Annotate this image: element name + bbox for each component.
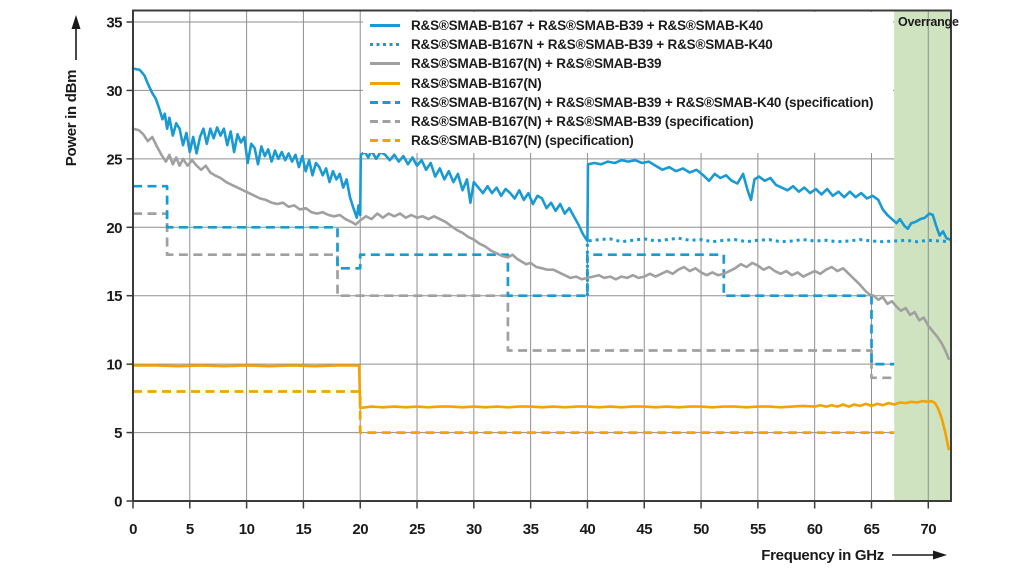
x-tick-label: 70 (920, 521, 936, 538)
x-tick-label: 25 (409, 521, 425, 538)
series-line-0 (131, 67, 952, 243)
series-line-5 (133, 212, 895, 380)
x-tick-label: 5 (186, 521, 194, 538)
legend-item: R&S®SMAB-B167(N) + R&S®SMAB-B39 + R&S®SM… (369, 93, 893, 112)
x-tick-label: 35 (523, 521, 539, 538)
series-line-4 (133, 184, 895, 366)
y-tick-label: 0 (114, 494, 122, 511)
y-tick-label: 35 (106, 15, 122, 32)
overrange-rect (894, 11, 950, 501)
legend-item-label: R&S®SMAB-B167N + R&S®SMAB-B39 + R&S®SMAB… (411, 37, 773, 53)
legend-line-sample-dotted (370, 43, 400, 47)
legend-item: R&S®SMAB-B167 + R&S®SMAB-B39 + R&S®SMAB-… (369, 16, 893, 35)
y-axis-title-label: Power in dBm (63, 70, 80, 166)
y-tick-label: 5 (114, 425, 122, 442)
right-arrow-icon (892, 550, 947, 560)
legend-line-sample-dashed (370, 100, 400, 104)
y-tick-label: 15 (106, 288, 122, 305)
x-tick-label: 20 (352, 521, 368, 538)
series-line-6 (133, 390, 895, 434)
legend-item-label: R&S®SMAB-B167(N) (411, 75, 542, 91)
x-tick-label: 15 (296, 521, 312, 538)
legend-line-sample-solid (370, 81, 400, 85)
y-tick-label: 30 (106, 83, 122, 100)
legend-line-sample-dashed (370, 139, 400, 143)
y-tick-label: 25 (106, 151, 122, 168)
plot-border (132, 9, 952, 502)
x-tick-label: 10 (239, 521, 255, 538)
x-tick-label: 60 (807, 521, 823, 538)
legend-line-sample-dashed (370, 120, 400, 124)
y-axis-title: Power in dBm (63, 15, 81, 166)
legend-item: R&S®SMAB-B167(N) + R&S®SMAB-B39 (specifi… (369, 112, 893, 131)
series-line-2 (131, 127, 951, 361)
legend-item-label: R&S®SMAB-B167(N) + R&S®SMAB-B39 (specifi… (411, 114, 754, 130)
series-line-1 (585, 236, 952, 296)
x-axis-title: Frequency in GHz (761, 547, 947, 564)
legend-item-label: R&S®SMAB-B167 + R&S®SMAB-B39 + R&S®SMAB-… (411, 18, 764, 34)
legend-item: R&S®SMAB-B167(N) + R&S®SMAB-B39 (369, 54, 893, 73)
legend-line-sample-solid (370, 24, 400, 28)
x-tick-label: 30 (466, 521, 482, 538)
x-tick-label: 45 (636, 521, 652, 538)
x-tick-label: 55 (750, 521, 766, 538)
legend-item: R&S®SMAB-B167(N) (369, 74, 893, 93)
x-tick-label: 0 (129, 521, 137, 538)
x-axis-title-label: Frequency in GHz (761, 547, 884, 564)
legend-item-label: R&S®SMAB-B167(N) (specification) (411, 133, 634, 149)
series-line-3 (131, 364, 951, 451)
x-tick-label: 50 (693, 521, 709, 538)
legend: R&S®SMAB-B167 + R&S®SMAB-B39 + R&S®SMAB-… (363, 12, 893, 153)
plot-frame (126, 9, 952, 509)
overrange-band (894, 11, 950, 501)
series-lines (131, 67, 952, 451)
x-tick-label: 40 (580, 521, 596, 538)
legend-item-label: R&S®SMAB-B167(N) + R&S®SMAB-B39 (411, 56, 662, 72)
legend-item: R&S®SMAB-B167N + R&S®SMAB-B39 + R&S®SMAB… (369, 35, 893, 54)
legend-item-label: R&S®SMAB-B167(N) + R&S®SMAB-B39 + R&S®SM… (411, 94, 874, 110)
overrange-label: Overrange (898, 15, 959, 29)
x-tick-label: 65 (864, 521, 880, 538)
up-arrow-icon (71, 15, 81, 60)
y-tick-label: 20 (106, 220, 122, 237)
tick-labels: 0 5 10 15 20 25 30 35 40 45 50 55 60 65 70 0 5 10 15 20 25 30… (106, 15, 936, 539)
y-tick-label: 10 (106, 357, 122, 374)
legend-item: R&S®SMAB-B167(N) (specification) (369, 131, 893, 150)
legend-line-sample-solid (370, 62, 400, 66)
